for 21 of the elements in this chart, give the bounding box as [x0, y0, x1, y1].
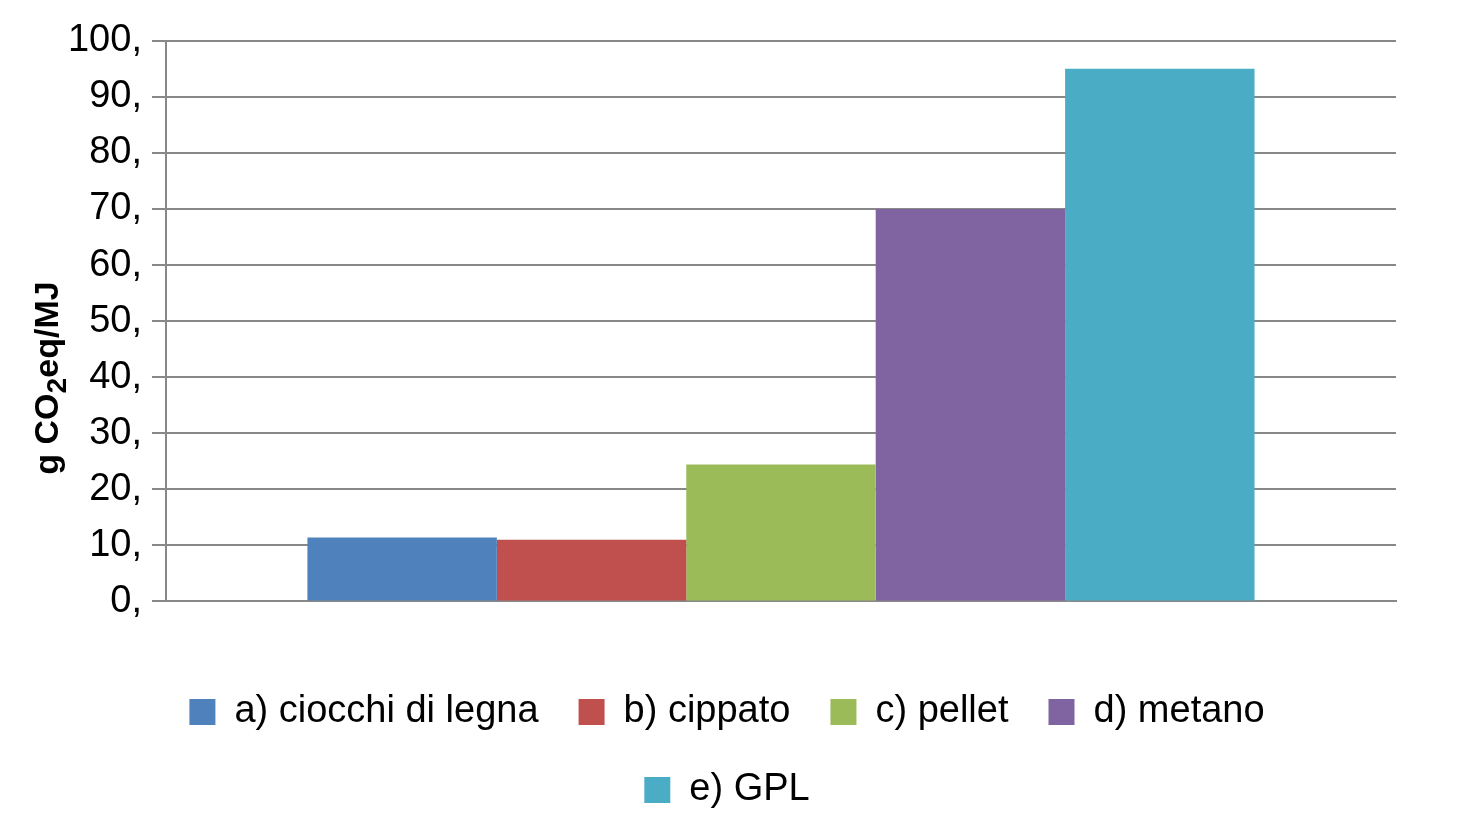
y-tick-label: 40,: [89, 353, 142, 396]
bar: [875, 208, 1066, 601]
y-tick-label: 20,: [89, 465, 142, 508]
y-tick-label: 60,: [89, 241, 142, 284]
legend-label: e) GPL: [689, 766, 810, 809]
y-tick-label: 100,: [67, 17, 142, 60]
y-tick-label: 50,: [89, 297, 142, 340]
legend-label: a) ciocchi di legna: [234, 688, 540, 731]
legend-label: c) pellet: [875, 688, 1009, 731]
bar: [686, 464, 876, 601]
y-tick-label: 10,: [89, 521, 142, 564]
bar: [307, 537, 497, 601]
bar: [496, 539, 687, 601]
legend-label: b) cippato: [623, 688, 791, 731]
y-tick-label: 80,: [89, 129, 142, 172]
y-tick-label: 90,: [89, 73, 142, 116]
y-tick-label: 30,: [89, 409, 142, 452]
y-tick-label: 70,: [89, 185, 142, 228]
legend-label: d) metano: [1093, 688, 1265, 731]
y-tick-label: 0,: [110, 577, 142, 620]
bar: [1065, 68, 1255, 601]
